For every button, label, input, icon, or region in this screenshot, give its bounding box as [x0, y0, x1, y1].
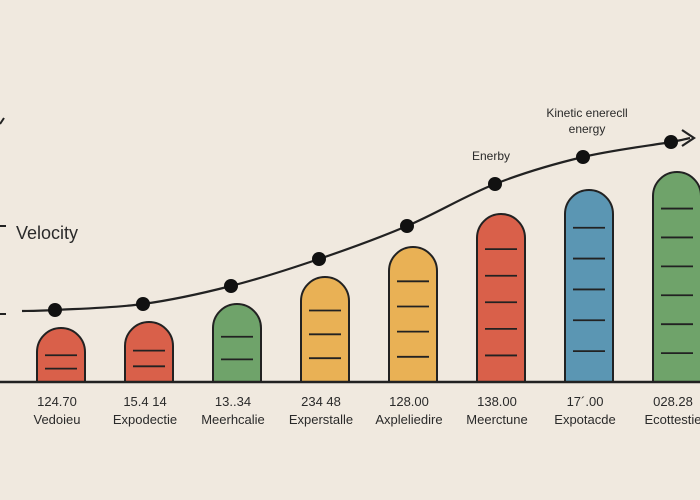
- bar-value-label: 13..34: [215, 394, 251, 409]
- bar-value-label: 138.00: [477, 394, 517, 409]
- bar: [212, 303, 262, 383]
- line-point: [136, 297, 150, 311]
- line-series-path: [21, 136, 691, 313]
- bar: [124, 321, 174, 383]
- y-axis-tick-top: [0, 117, 5, 125]
- bar-value-label: 234 48: [301, 394, 341, 409]
- value-labels: 124.70 15.4 14 13..34 234 48 128.00 138.00 17´…: [37, 394, 693, 409]
- line-series: [21, 129, 696, 317]
- line-arrowhead: [681, 129, 696, 147]
- x-tick-label: Ecottestie: [644, 412, 700, 427]
- line-point: [48, 303, 62, 317]
- x-tick-label: Vedoieu: [34, 412, 81, 427]
- bar-value-label: 128.00: [389, 394, 429, 409]
- annotation-label: Kinetic enerecll: [546, 106, 627, 120]
- bars: [36, 171, 700, 383]
- line-point: [312, 252, 326, 266]
- bar: [476, 213, 526, 383]
- bar: [564, 189, 614, 383]
- line-point: [576, 150, 590, 164]
- annotations: Enerby Kinetic enerecll energy: [472, 106, 628, 163]
- bar: [652, 171, 700, 383]
- x-tick-label: Expotacde: [554, 412, 615, 427]
- line-point: [400, 219, 414, 233]
- x-tick-label: Axpleliedire: [375, 412, 442, 427]
- line-point: [488, 177, 502, 191]
- x-tick-label: Meerctune: [466, 412, 527, 427]
- line-point: [664, 135, 678, 149]
- x-tick-label: Meerhcalie: [201, 412, 265, 427]
- x-tick-label: Expodectie: [113, 412, 177, 427]
- annotation-label: Enerby: [472, 149, 510, 163]
- bar: [388, 246, 438, 383]
- bar-value-label: 15.4 14: [123, 394, 166, 409]
- y-axis: Velocity: [0, 117, 78, 315]
- annotation-label: energy: [569, 122, 606, 136]
- bar-value-label: 124.70: [37, 394, 77, 409]
- bar-value-label: 028.28: [653, 394, 693, 409]
- bar: [300, 276, 350, 383]
- x-tick-label: Experstalle: [289, 412, 353, 427]
- category-labels: Vedoieu Expodectie Meerhcalie Experstalle Ax…: [34, 412, 700, 427]
- bar-value-label: 17´.00: [567, 394, 604, 409]
- line-point: [224, 279, 238, 293]
- y-axis-title: Velocity: [16, 223, 78, 243]
